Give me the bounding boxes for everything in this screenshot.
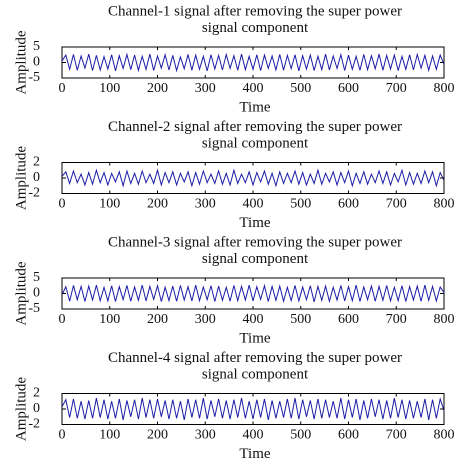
x-tick-label: 700 (386, 312, 407, 327)
x-tick-label: 0 (59, 197, 66, 212)
signal-line (61, 52, 445, 73)
plot-frame (61, 46, 445, 79)
x-tick-label: 100 (99, 428, 120, 443)
panel-title: signal component (202, 20, 309, 36)
panel-title: signal component (202, 135, 309, 151)
x-tick-label: 700 (386, 197, 407, 212)
y-tick-label: 0 (33, 170, 40, 185)
signal-line (61, 396, 445, 420)
x-tick-label: 400 (243, 81, 264, 96)
x-tick-label: 300 (195, 312, 216, 327)
x-tick-label: 100 (99, 312, 120, 327)
panel-title: Channel-2 signal after removing the supe… (108, 119, 402, 135)
x-tick-label: 0 (59, 312, 66, 327)
x-tick-label: 200 (147, 312, 168, 327)
panel-title: Channel-1 signal after removing the supe… (108, 3, 402, 19)
x-axis-label: Time (239, 99, 270, 115)
x-tick-label: 700 (386, 81, 407, 96)
x-tick-label: 300 (195, 428, 216, 443)
panel-title: signal component (202, 366, 309, 382)
x-tick-label: 800 (434, 428, 455, 443)
x-tick-label: 600 (338, 312, 359, 327)
y-tick-label: 5 (33, 270, 40, 285)
x-tick-label: 500 (290, 197, 311, 212)
y-tick-label: -5 (28, 70, 40, 85)
x-tick-label: 0 (59, 428, 66, 443)
x-tick-label: 300 (195, 81, 216, 96)
y-axis-label: Amplitude (13, 377, 29, 442)
x-tick-label: 0 (59, 81, 66, 96)
y-axis-label: Amplitude (13, 146, 29, 211)
plot-frame (61, 162, 445, 194)
y-tick-label: -2 (28, 417, 40, 432)
x-tick-label: 400 (243, 312, 264, 327)
x-axis-label: Time (239, 446, 270, 462)
x-tick-label: 400 (243, 197, 264, 212)
signal-line (61, 283, 445, 304)
x-tick-label: 500 (290, 81, 311, 96)
x-tick-label: 300 (195, 197, 216, 212)
x-tick-label: 500 (290, 312, 311, 327)
x-axis-label: Time (239, 215, 270, 231)
y-axis-label: Amplitude (13, 30, 29, 95)
x-tick-label: 800 (434, 312, 455, 327)
y-tick-label: 0 (33, 55, 40, 70)
x-tick-label: 200 (147, 428, 168, 443)
y-tick-label: 5 (33, 39, 40, 54)
x-tick-label: 100 (99, 197, 120, 212)
x-tick-label: 400 (243, 428, 264, 443)
signal-line (61, 168, 445, 188)
y-tick-label: -5 (28, 301, 40, 316)
plot-frame (61, 277, 445, 310)
plot-frame (61, 393, 445, 425)
x-tick-label: 200 (147, 81, 168, 96)
panel-title: signal component (202, 251, 309, 267)
x-tick-label: 800 (434, 197, 455, 212)
x-tick-label: 600 (338, 197, 359, 212)
panel-title: Channel-3 signal after removing the supe… (108, 234, 402, 250)
x-tick-label: 500 (290, 428, 311, 443)
y-tick-label: -2 (28, 186, 40, 201)
y-tick-label: 0 (33, 286, 40, 301)
x-tick-label: 800 (434, 81, 455, 96)
y-tick-label: 2 (33, 155, 40, 170)
y-tick-label: 0 (33, 401, 40, 416)
y-tick-label: 2 (33, 386, 40, 401)
x-axis-label: Time (239, 330, 270, 346)
x-tick-label: 700 (386, 428, 407, 443)
y-axis-label: Amplitude (13, 261, 29, 326)
x-tick-label: 100 (99, 81, 120, 96)
x-tick-label: 600 (338, 81, 359, 96)
x-tick-label: 200 (147, 197, 168, 212)
panel-title: Channel-4 signal after removing the supe… (108, 350, 402, 366)
x-tick-label: 600 (338, 428, 359, 443)
